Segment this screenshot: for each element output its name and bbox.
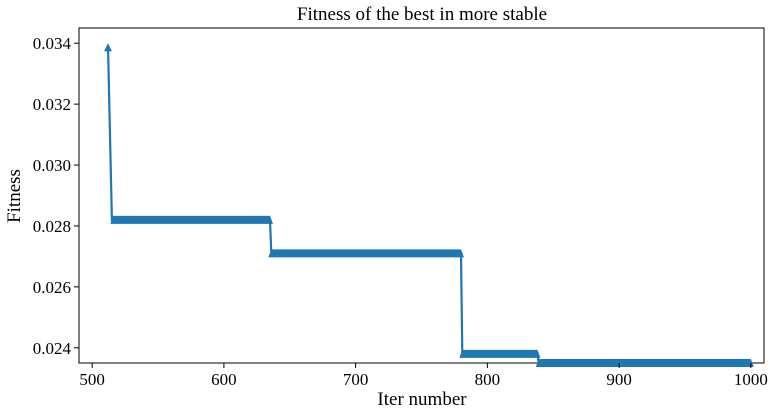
- series-layer: [103, 43, 754, 367]
- x-tick-label: 1000: [734, 370, 768, 389]
- x-tick-label: 600: [211, 370, 237, 389]
- y-tick-label: 0.034: [33, 34, 72, 53]
- x-axis-label: Iter number: [377, 389, 467, 410]
- y-tick-label: 0.028: [33, 217, 71, 236]
- series-segment: [459, 349, 541, 358]
- x-tick-label: 700: [343, 370, 369, 389]
- x-axis: 500 600 700 800 900 1000: [79, 363, 768, 389]
- plot-area: [78, 27, 765, 367]
- y-tick-label: 0.026: [33, 278, 71, 297]
- y-axis: 0.024 0.026 0.028 0.030 0.032 0.034: [33, 34, 79, 358]
- series-segment: [535, 359, 754, 367]
- x-tick-label: 900: [606, 370, 632, 389]
- y-axis-label: Fitness: [4, 169, 25, 223]
- series-line: [106, 46, 751, 365]
- y-tick-label: 0.024: [33, 339, 72, 358]
- x-tick-label: 800: [475, 370, 501, 389]
- plot-frame: [78, 27, 765, 364]
- y-tick-label: 0.030: [33, 156, 71, 175]
- y-tick-label: 0.032: [33, 95, 71, 114]
- series-start-marker: [103, 43, 112, 52]
- series-segment: [268, 249, 465, 258]
- series-segment: [110, 215, 274, 224]
- chart-title: Fitness of the best in more stable: [297, 4, 547, 25]
- x-tick-label: 500: [79, 370, 105, 389]
